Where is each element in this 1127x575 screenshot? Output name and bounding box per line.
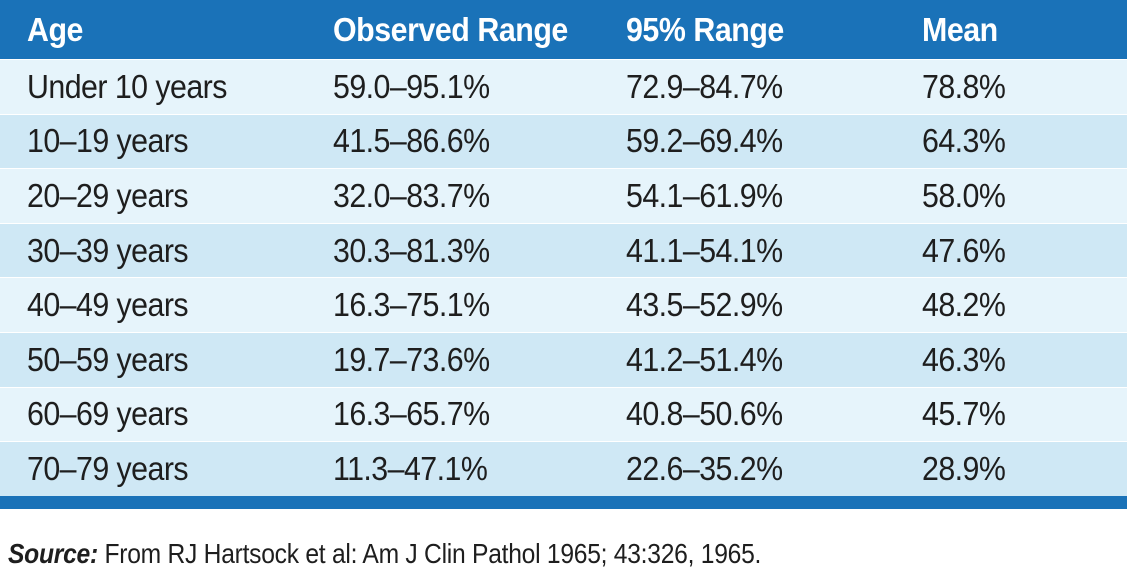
- table-row: 10–19 years 41.5–86.6% 59.2–69.4% 64.3%: [0, 113, 1127, 169]
- cell-95-range: 41.1–54.1%: [626, 231, 783, 269]
- cell-95-range: 40.8–50.6%: [626, 395, 783, 433]
- header-observed-range: Observed Range: [333, 10, 568, 48]
- cell-mean: 46.3%: [922, 340, 1006, 378]
- cell-age: Under 10 years: [27, 67, 227, 105]
- source-note: Source: From RJ Hartsock et al: Am J Cli…: [8, 538, 761, 570]
- cell-95-range: 43.5–52.9%: [626, 286, 783, 324]
- table-row: 60–69 years 16.3–65.7% 40.8–50.6% 45.7%: [0, 386, 1127, 442]
- cell-95-range: 41.2–51.4%: [626, 340, 783, 378]
- cell-observed-range: 32.0–83.7%: [333, 176, 490, 214]
- cell-95-range: 72.9–84.7%: [626, 67, 783, 105]
- cell-age: 20–29 years: [27, 176, 189, 214]
- data-table: Age Observed Range 95% Range Mean Under …: [0, 0, 1127, 509]
- cell-age: 60–69 years: [27, 395, 189, 433]
- cell-mean: 28.9%: [922, 449, 1006, 487]
- table-row: 30–39 years 30.3–81.3% 41.1–54.1% 47.6%: [0, 222, 1127, 278]
- source-text: From RJ Hartsock et al: Am J Clin Pathol…: [97, 538, 762, 569]
- cell-observed-range: 41.5–86.6%: [333, 122, 490, 160]
- cell-mean: 45.7%: [922, 395, 1006, 433]
- header-mean: Mean: [922, 10, 998, 48]
- table-row: 70–79 years 11.3–47.1% 22.6–35.2% 28.9%: [0, 441, 1127, 496]
- cell-observed-range: 30.3–81.3%: [333, 231, 490, 269]
- source-label: Source:: [8, 538, 98, 569]
- cell-mean: 64.3%: [922, 122, 1006, 160]
- cell-95-range: 22.6–35.2%: [626, 449, 783, 487]
- cell-mean: 58.0%: [922, 176, 1006, 214]
- cell-mean: 48.2%: [922, 286, 1006, 324]
- cell-age: 70–79 years: [27, 449, 189, 487]
- cell-mean: 78.8%: [922, 67, 1006, 105]
- cell-observed-range: 59.0–95.1%: [333, 67, 490, 105]
- table-header-row: Age Observed Range 95% Range Mean: [0, 0, 1127, 59]
- cell-95-range: 54.1–61.9%: [626, 176, 783, 214]
- cell-observed-range: 11.3–47.1%: [333, 449, 488, 487]
- cell-mean: 47.6%: [922, 231, 1006, 269]
- table-row: 20–29 years 32.0–83.7% 54.1–61.9% 58.0%: [0, 168, 1127, 223]
- cell-95-range: 59.2–69.4%: [626, 122, 783, 160]
- header-95-range: 95% Range: [626, 10, 784, 48]
- cell-observed-range: 16.3–75.1%: [333, 286, 490, 324]
- table-row: Under 10 years 59.0–95.1% 72.9–84.7% 78.…: [0, 59, 1127, 114]
- cell-age: 10–19 years: [27, 122, 189, 160]
- cell-age: 30–39 years: [27, 231, 189, 269]
- cell-observed-range: 16.3–65.7%: [333, 395, 490, 433]
- table-row: 40–49 years 16.3–75.1% 43.5–52.9% 48.2%: [0, 277, 1127, 332]
- table-row: 50–59 years 19.7–73.6% 41.2–51.4% 46.3%: [0, 331, 1127, 387]
- table-bottom-rule: [0, 495, 1127, 509]
- cell-observed-range: 19.7–73.6%: [333, 340, 490, 378]
- cell-age: 50–59 years: [27, 340, 189, 378]
- cell-age: 40–49 years: [27, 286, 189, 324]
- header-age: Age: [27, 10, 83, 48]
